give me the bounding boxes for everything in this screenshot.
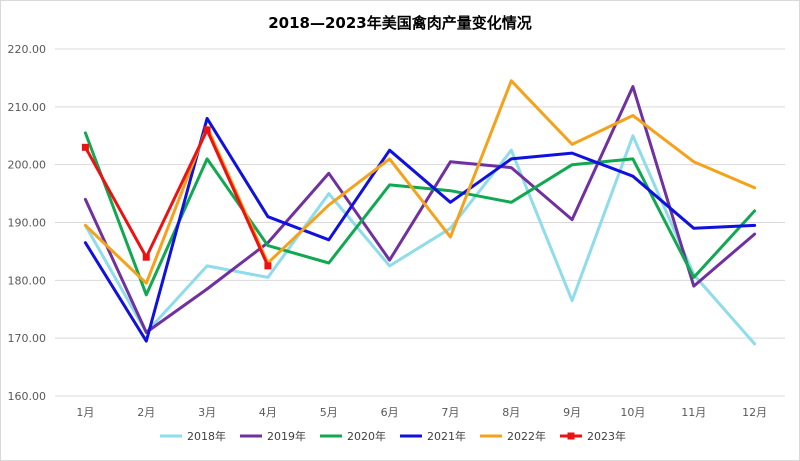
- legend-label: 2021年: [427, 429, 466, 443]
- x-tick-label: 8月: [502, 406, 520, 419]
- y-tick-label: 190.00: [8, 217, 47, 230]
- x-tick-label: 2月: [137, 406, 155, 419]
- data-point: [81, 143, 89, 151]
- data-point: [203, 126, 211, 134]
- y-tick-label: 180.00: [8, 274, 47, 287]
- legend-item: 2020年: [320, 429, 386, 443]
- legend-label: 2022年: [507, 429, 546, 443]
- legend-label: 2023年: [587, 429, 626, 443]
- legend-item: 2022年: [480, 429, 546, 443]
- axes: 160.00 170.00 180.00 190.00 200.00 210.00 220.…: [8, 43, 768, 419]
- y-tick-label: 160.00: [8, 390, 47, 403]
- legend-label: 2020年: [347, 429, 386, 443]
- x-tick-label: 7月: [441, 406, 459, 419]
- series-line-2020年: [83, 131, 757, 297]
- legend-item: 2019年: [240, 429, 306, 443]
- x-tick-label: 9月: [563, 406, 581, 419]
- x-tick-label: 6月: [381, 406, 399, 419]
- legend: 2018年 2019年 2020年 2021年 2022年 2023年: [160, 429, 626, 443]
- series-line-2019年: [83, 85, 757, 334]
- legend-item: 2018年: [160, 429, 226, 443]
- x-tick-label: 5月: [320, 406, 338, 419]
- series-line-2018年: [83, 134, 757, 346]
- data-point: [142, 253, 150, 261]
- x-tick-label: 3月: [198, 406, 216, 419]
- legend-item: 2023年: [560, 429, 626, 443]
- x-tick-label: 12月: [742, 406, 767, 419]
- legend-label: 2019年: [267, 429, 306, 443]
- x-tick-label: 10月: [620, 406, 645, 419]
- x-tick-label: 11月: [681, 406, 706, 419]
- chart-title: 2018—2023年美国禽肉产量变化情况: [268, 14, 532, 32]
- x-tick-label: 1月: [76, 406, 94, 419]
- legend-item: 2021年: [400, 429, 466, 443]
- legend-label: 2018年: [187, 429, 226, 443]
- y-tick-label: 200.00: [8, 159, 47, 172]
- y-tick-label: 210.00: [8, 101, 47, 114]
- series-line-2023年: [83, 128, 270, 268]
- x-tick-label: 4月: [259, 406, 277, 419]
- data-point: [264, 262, 272, 270]
- legend-marker: [567, 432, 575, 440]
- y-tick-label: 220.00: [8, 43, 47, 56]
- grid-lines: [55, 48, 785, 397]
- y-tick-label: 170.00: [8, 332, 47, 345]
- series-lines: [81, 79, 757, 346]
